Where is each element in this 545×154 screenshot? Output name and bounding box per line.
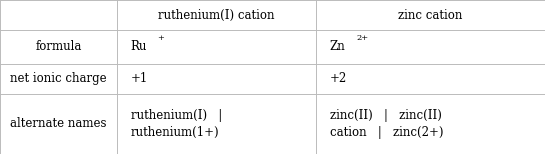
- Text: Zn: Zn: [330, 41, 346, 53]
- Text: zinc(II)   |   zinc(II): zinc(II) | zinc(II): [330, 109, 441, 122]
- Text: ruthenium(I)   |: ruthenium(I) |: [131, 109, 222, 122]
- Text: +2: +2: [330, 72, 347, 85]
- Text: alternate names: alternate names: [10, 118, 107, 130]
- Text: ruthenium(1+): ruthenium(1+): [131, 126, 220, 139]
- Text: net ionic charge: net ionic charge: [10, 72, 107, 85]
- Text: zinc cation: zinc cation: [398, 8, 463, 22]
- Text: formula: formula: [35, 41, 82, 53]
- Text: ruthenium(I) cation: ruthenium(I) cation: [159, 8, 275, 22]
- Text: +1: +1: [131, 72, 148, 85]
- Text: cation   |   zinc(2+): cation | zinc(2+): [330, 126, 443, 139]
- Text: +: +: [157, 34, 164, 43]
- Text: Ru: Ru: [131, 41, 147, 53]
- Text: 2+: 2+: [357, 34, 369, 43]
